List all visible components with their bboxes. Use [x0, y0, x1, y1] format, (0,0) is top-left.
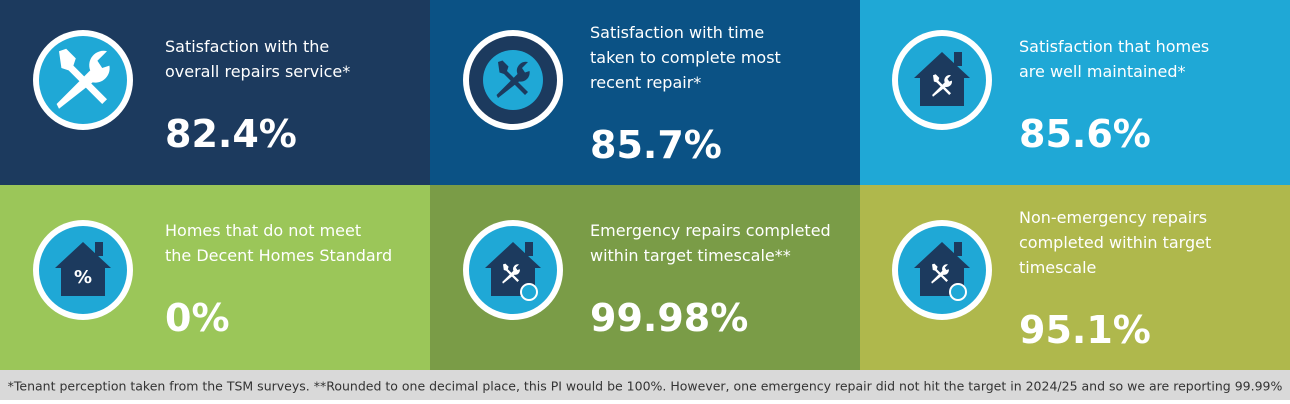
- tile-label: Non-emergency repairs: [1019, 208, 1207, 227]
- tile-label: the Decent Homes Standard: [165, 246, 392, 265]
- tile-label: completed within target: [1019, 233, 1211, 252]
- icon: [463, 30, 563, 130]
- tile-value: 85.6%: [1019, 112, 1151, 156]
- tile-label: Satisfaction that homes: [1019, 37, 1209, 56]
- tile-value: 95.1%: [1019, 308, 1151, 352]
- footer: [0, 370, 1290, 400]
- tile-label: are well maintained*: [1019, 62, 1186, 81]
- tile-label: taken to complete most: [590, 48, 781, 67]
- tile-value: 82.4%: [165, 112, 297, 156]
- tile-label: overall repairs service*: [165, 62, 350, 81]
- tile-label: recent repair*: [590, 73, 701, 92]
- tile-label: within target timescale**: [590, 246, 791, 265]
- tile-label: Homes that do not meet: [165, 221, 361, 240]
- icon: [463, 220, 563, 320]
- tile-label: timescale: [1019, 258, 1096, 277]
- icon: %: [33, 220, 133, 320]
- tile-label: Satisfaction with the: [165, 37, 329, 56]
- icon: [892, 30, 992, 130]
- tile-label: Satisfaction with time: [590, 23, 764, 42]
- tile-value: 85.7%: [590, 123, 722, 167]
- icon: [892, 220, 992, 320]
- tile-value: 99.98%: [590, 296, 748, 340]
- icon-text: %: [74, 267, 92, 288]
- tile-value: 0%: [165, 296, 230, 340]
- icon: [33, 30, 133, 130]
- tile-label: Emergency repairs completed: [590, 221, 831, 240]
- footnote: *Tenant perception taken from the TSM su…: [8, 379, 1283, 394]
